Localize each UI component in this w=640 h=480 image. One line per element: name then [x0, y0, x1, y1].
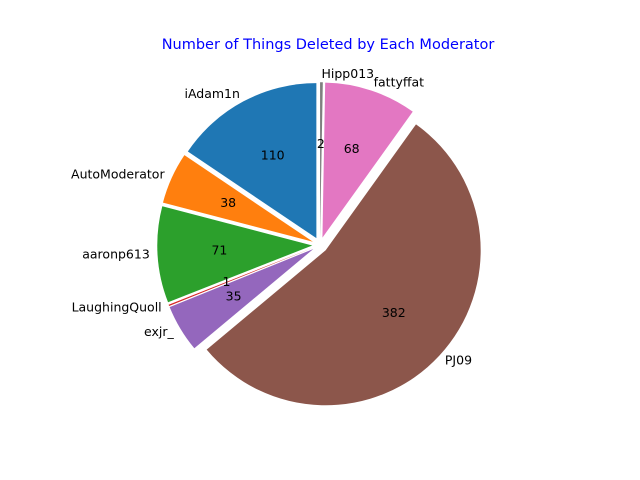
- slice-label-aaronp613: aaronp613: [82, 247, 150, 262]
- pie-slice-laughingquoll: [168, 247, 313, 306]
- pie-slice-fattyffat: [322, 82, 413, 238]
- pie-slice-hipp013: [320, 82, 323, 238]
- value-label-laughingquoll: 1: [222, 274, 230, 289]
- value-label-automoderator: 38: [220, 195, 236, 210]
- pie-slice-pj09: [206, 124, 481, 406]
- pie-slices: [157, 82, 481, 406]
- value-label-pj09: 382: [382, 305, 406, 320]
- slice-label-pj09: PJ09: [445, 353, 472, 368]
- pie-slice-exjr: [169, 248, 314, 349]
- value-label-hipp013: 2: [317, 136, 325, 151]
- slice-label-laughingquoll: LaughingQuoll: [72, 300, 162, 315]
- value-label-fattyffat: 68: [344, 141, 360, 156]
- slice-label-iadam1n: iAdam1n: [184, 86, 239, 101]
- pie-slice-iadam1n: [187, 83, 317, 239]
- slice-label-hipp013: Hipp013: [322, 66, 375, 81]
- slice-label-fattyffat: fattyffat: [374, 75, 425, 90]
- value-label-aaronp613: 71: [211, 243, 227, 258]
- value-label-iadam1n: 110: [261, 148, 285, 163]
- pie-labels: iAdam1n 110 AutoModerator 38 aaronp613 71 Laug…: [71, 66, 472, 368]
- slice-label-exjr: exjr_: [144, 324, 174, 339]
- slice-label-automoderator: AutoModerator: [71, 166, 165, 181]
- pie-slice-automoderator: [162, 155, 313, 242]
- chart-title: Number of Things Deleted by Each Moderat…: [162, 37, 495, 53]
- value-label-exjr: 35: [226, 288, 242, 303]
- pie-slice-aaronp613: [157, 206, 313, 303]
